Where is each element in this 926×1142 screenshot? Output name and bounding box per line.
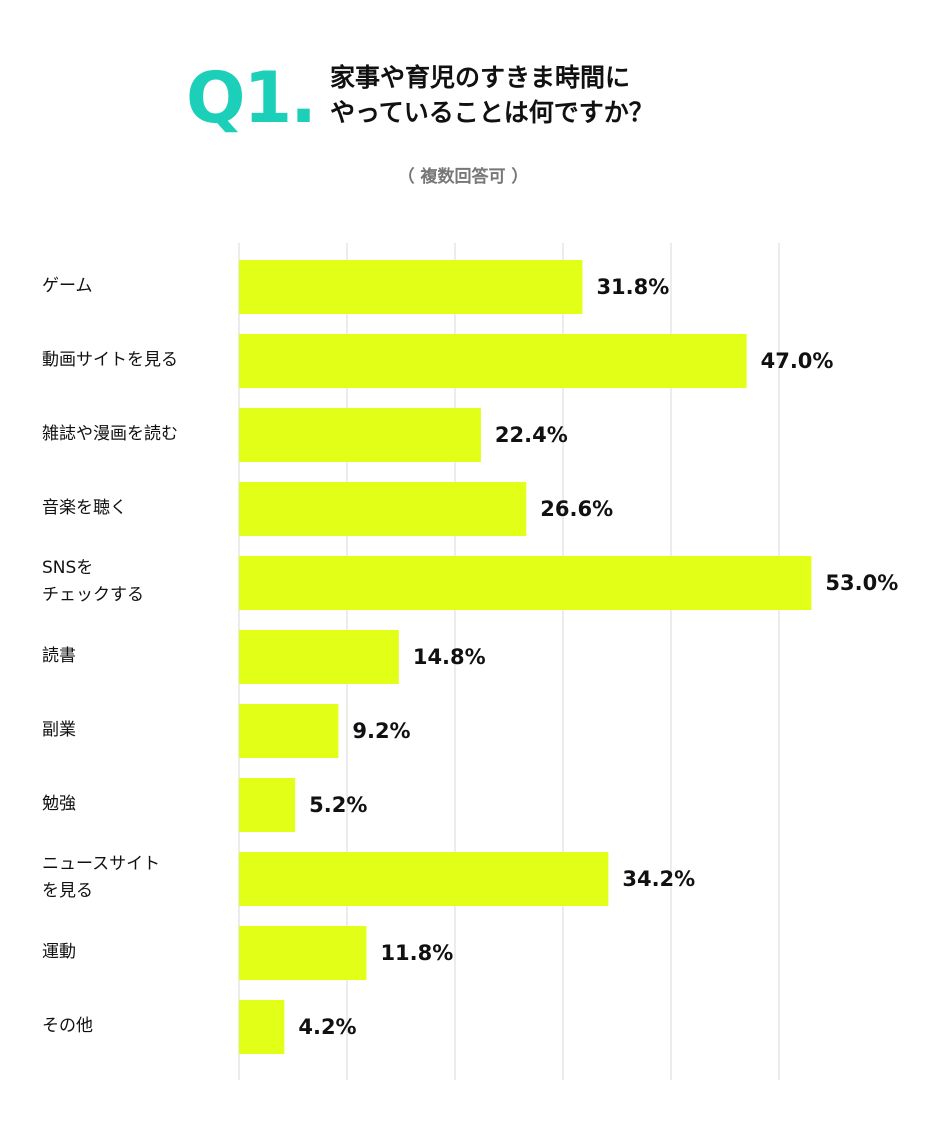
value-label: 22.4%: [494, 423, 568, 447]
question-title-line-1: 家事や育児のすきま時間に: [330, 63, 631, 92]
question-title: 家事や育児のすきま時間に やっていることは何ですか？: [330, 60, 654, 130]
value-label: 14.8%: [412, 645, 486, 669]
question-title-line-2: やっていることは何ですか？: [330, 98, 654, 127]
bar: [239, 926, 367, 980]
category-label: 副業: [42, 719, 76, 740]
value-label: 4.2%: [298, 1015, 357, 1039]
value-label: 47.0%: [760, 349, 834, 373]
category-label: 音楽を聴く: [42, 497, 127, 518]
bar: [239, 1000, 285, 1054]
value-label: 9.2%: [352, 719, 411, 743]
value-label: 5.2%: [309, 793, 368, 817]
category-label: 雑誌や漫画を読む: [42, 423, 178, 444]
category-label: ニュースサイト を見る: [42, 854, 161, 901]
value-label: 11.8%: [380, 941, 454, 965]
bar: [239, 482, 527, 536]
bar: [239, 408, 481, 462]
bar: [239, 630, 399, 684]
bar: [239, 334, 747, 388]
value-label: 31.8%: [596, 275, 670, 299]
value-label: 34.2%: [622, 867, 696, 891]
category-label: 読書: [42, 645, 76, 666]
value-label: 53.0%: [825, 571, 899, 595]
category-label: 動画サイトを見る: [42, 349, 178, 370]
value-label: 26.6%: [540, 497, 614, 521]
category-label: 勉強: [42, 793, 76, 814]
bar: [239, 556, 812, 610]
bar: [239, 852, 609, 906]
bar: [239, 778, 296, 832]
category-label: SNSを チェックする: [42, 558, 144, 605]
question-number: Q1.: [186, 57, 317, 139]
category-label: 運動: [42, 941, 76, 962]
category-label: ゲーム: [42, 275, 93, 296]
answer-note: （ 複数回答可 ）: [397, 167, 529, 187]
bar: [239, 704, 339, 758]
bar: [239, 260, 583, 314]
category-label: その他: [42, 1015, 93, 1036]
